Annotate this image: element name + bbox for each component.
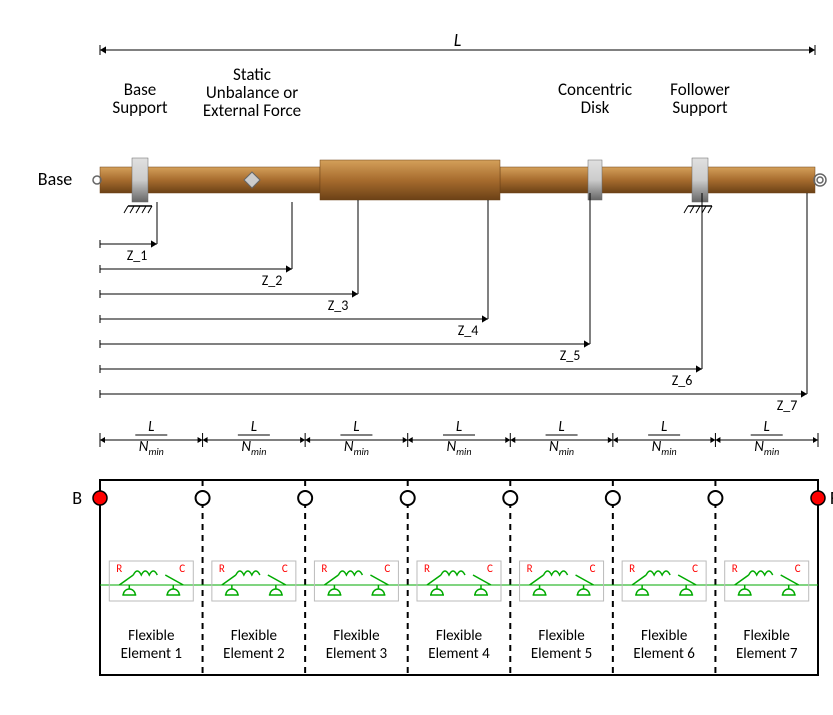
svg-text:L: L (454, 29, 462, 51)
svg-text:BaseSupport: BaseSupport (112, 79, 167, 118)
svg-text:FlexibleElement 1: FlexibleElement 1 (121, 627, 182, 663)
svg-text:C: C (692, 562, 698, 575)
svg-text:Nmin: Nmin (754, 438, 779, 458)
svg-text:R: R (424, 562, 430, 575)
svg-text:FlexibleElement 3: FlexibleElement 3 (326, 627, 388, 663)
svg-text:Z_6: Z_6 (672, 372, 693, 389)
svg-text:FlexibleElement 6: FlexibleElement 6 (633, 627, 695, 663)
svg-text:L: L (558, 418, 564, 436)
svg-text:Base: Base (38, 168, 72, 190)
svg-text:Nmin: Nmin (139, 438, 164, 458)
svg-text:L: L (148, 418, 154, 436)
svg-text:FlexibleElement 7: FlexibleElement 7 (736, 627, 798, 663)
svg-text:ConcentricDisk: ConcentricDisk (558, 79, 632, 118)
svg-text:L: L (661, 418, 667, 436)
svg-text:C: C (179, 562, 185, 575)
svg-text:L: L (251, 418, 257, 436)
svg-text:Nmin: Nmin (652, 438, 677, 458)
svg-text:R: R (629, 562, 635, 575)
svg-text:Z_7: Z_7 (777, 397, 798, 414)
svg-text:Z_4: Z_4 (458, 322, 479, 339)
svg-text:StaticUnbalance orExternal For: StaticUnbalance orExternal Force (203, 64, 301, 121)
svg-text:C: C (487, 562, 493, 575)
svg-text:FollowerSupport: FollowerSupport (670, 79, 730, 118)
svg-text:Nmin: Nmin (549, 438, 574, 458)
svg-text:R: R (527, 562, 533, 575)
svg-text:B: B (72, 487, 82, 509)
svg-text:Nmin: Nmin (446, 438, 471, 458)
svg-text:Z_2: Z_2 (262, 272, 283, 289)
svg-text:Z_3: Z_3 (328, 297, 349, 314)
svg-text:Z_5: Z_5 (560, 347, 581, 364)
svg-text:Nmin: Nmin (344, 438, 369, 458)
diagram-svg: L BaseSupport StaticUnbalance orExternal F… (20, 20, 833, 695)
svg-text:FlexibleElement 5: FlexibleElement 5 (531, 627, 592, 663)
svg-text:C: C (795, 562, 801, 575)
svg-text:C: C (590, 562, 596, 575)
svg-text:R: R (116, 562, 122, 575)
svg-text:FlexibleElement 4: FlexibleElement 4 (428, 627, 490, 663)
svg-text:Nmin: Nmin (241, 438, 266, 458)
svg-text:R: R (732, 562, 738, 575)
rotor-diagram: L BaseSupport StaticUnbalance orExternal F… (20, 20, 833, 695)
svg-text:Z_1: Z_1 (127, 247, 148, 264)
svg-text:L: L (456, 418, 462, 436)
svg-text:R: R (321, 562, 327, 575)
svg-text:L: L (353, 418, 359, 436)
svg-text:R: R (219, 562, 225, 575)
svg-text:C: C (282, 562, 288, 575)
svg-text:FlexibleElement 2: FlexibleElement 2 (223, 627, 284, 663)
svg-text:C: C (384, 562, 390, 575)
svg-text:L: L (764, 418, 770, 436)
